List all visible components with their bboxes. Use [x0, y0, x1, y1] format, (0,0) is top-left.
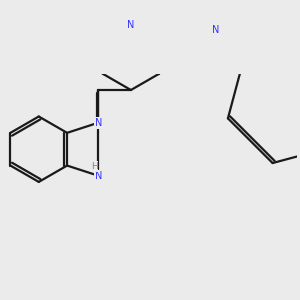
- Text: H: H: [91, 162, 98, 171]
- Text: N: N: [127, 20, 135, 30]
- Text: N: N: [94, 171, 102, 181]
- Text: N: N: [212, 25, 220, 35]
- Text: N: N: [94, 118, 102, 128]
